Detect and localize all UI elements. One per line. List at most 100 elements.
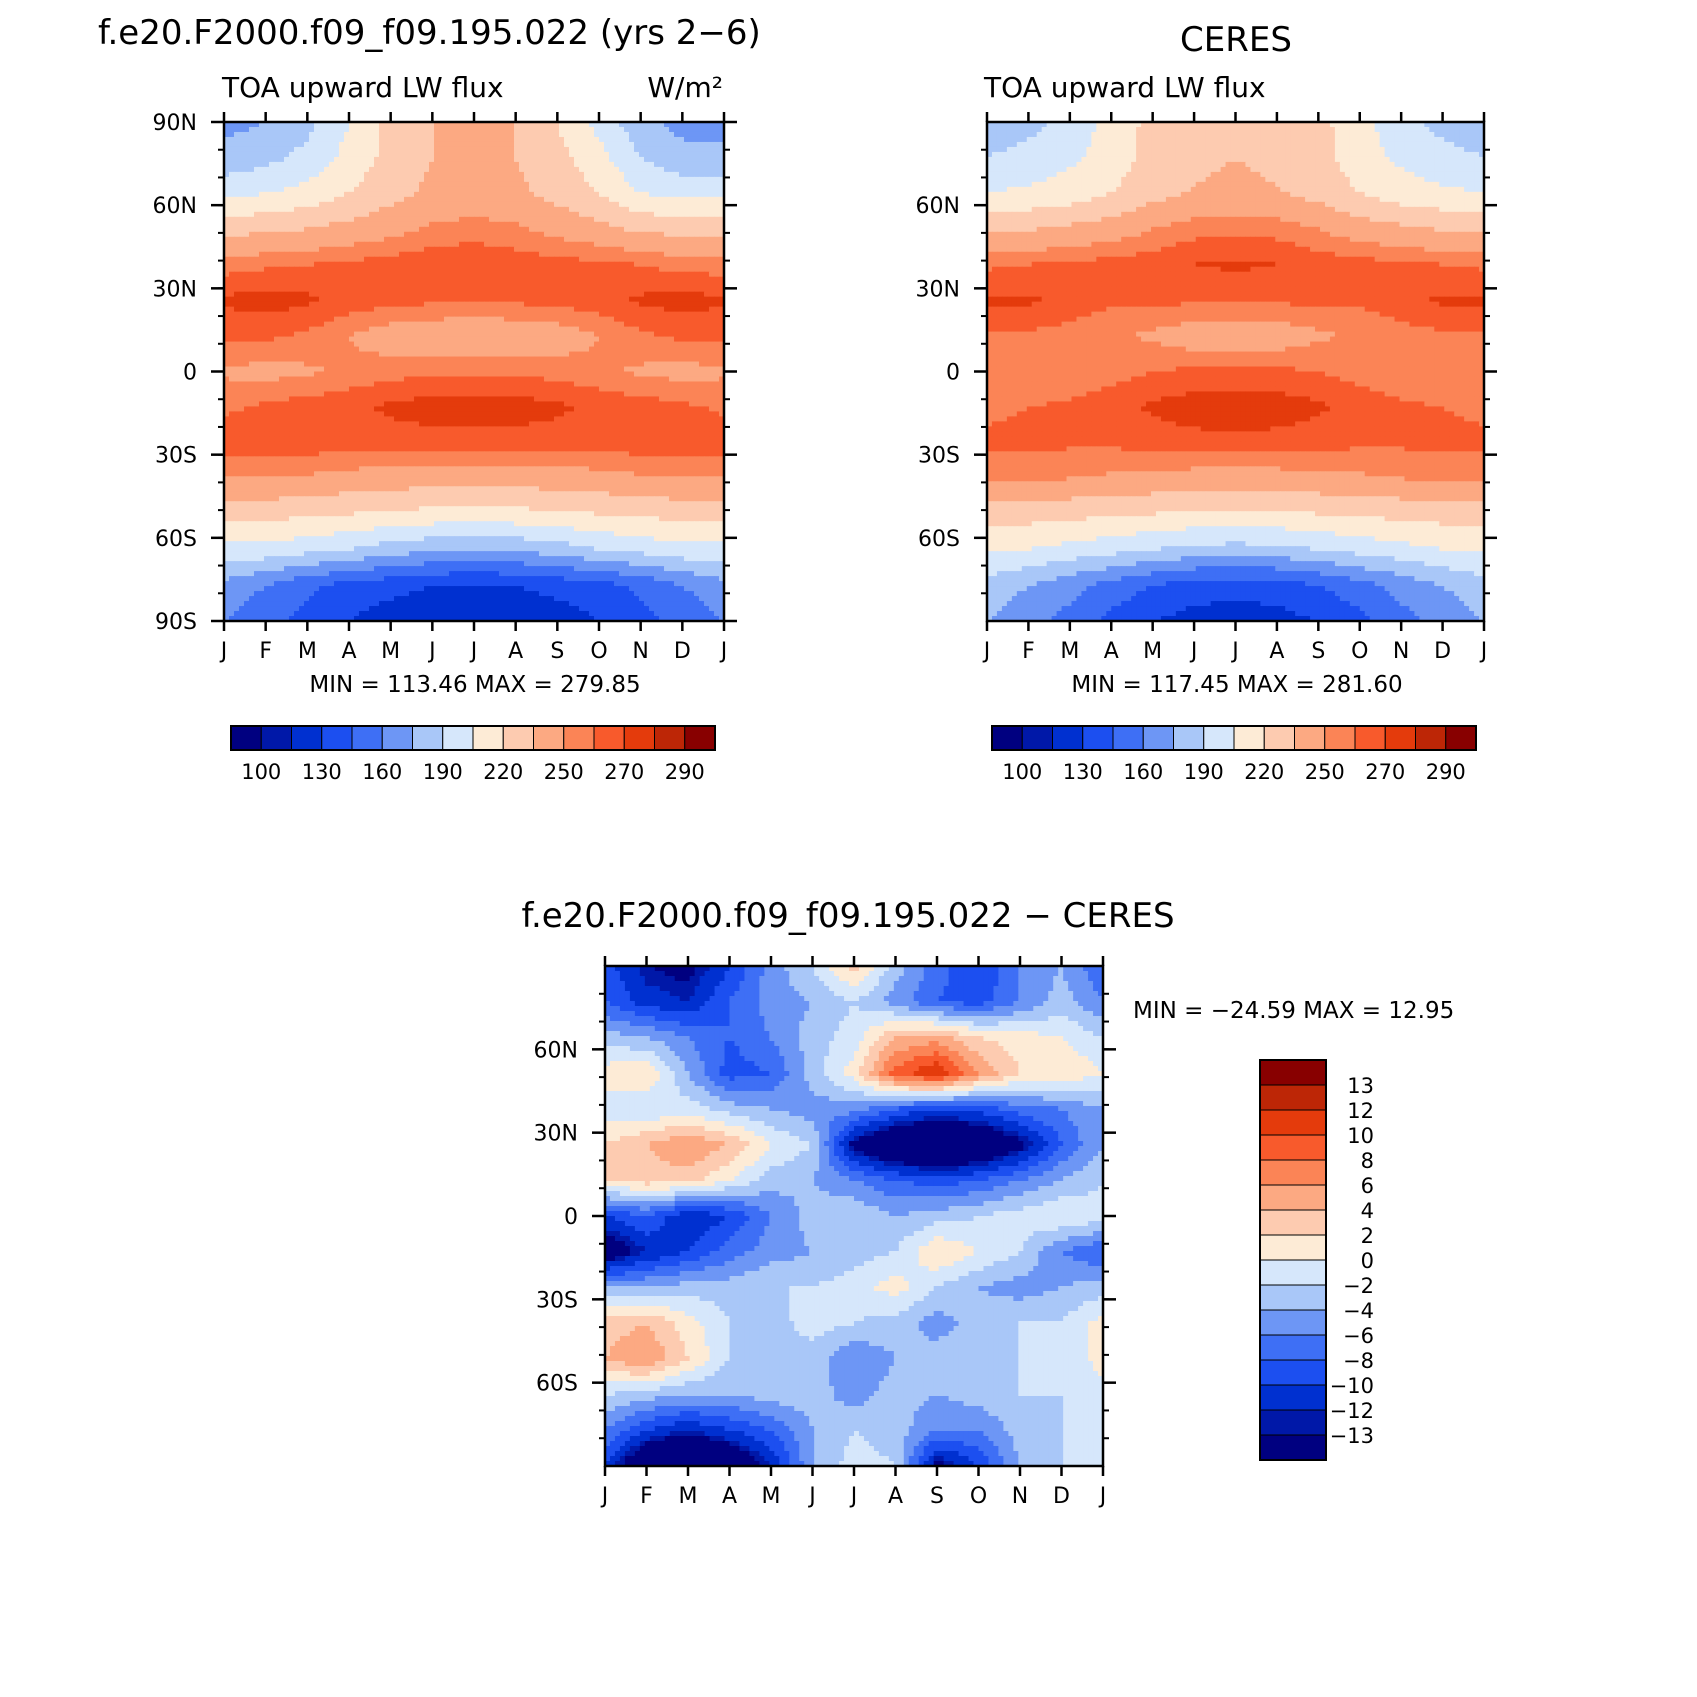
- heatmap-cell: [234, 212, 240, 218]
- heatmap-cell: [464, 277, 470, 283]
- heatmap-cell: [614, 227, 620, 233]
- heatmap-cell: [714, 302, 720, 308]
- heatmap-cell: [344, 157, 350, 163]
- heatmap-cell: [534, 342, 540, 348]
- heatmap-cell: [459, 317, 465, 323]
- heatmap-cell: [294, 252, 300, 258]
- heatmap-cell: [439, 232, 445, 238]
- heatmap-cell: [364, 172, 370, 178]
- heatmap-cell: [499, 327, 505, 333]
- heatmap-cell: [529, 267, 535, 273]
- heatmap-cell: [354, 347, 360, 353]
- heatmap-cell: [479, 207, 485, 213]
- heatmap-cell: [494, 182, 500, 188]
- heatmap-cell: [504, 172, 510, 178]
- heatmap-cell: [269, 192, 275, 198]
- heatmap-cell: [334, 127, 340, 133]
- heatmap-cell: [374, 132, 380, 138]
- heatmap-cell: [674, 162, 680, 168]
- heatmap-cell: [669, 272, 675, 278]
- heatmap-cell: [359, 147, 365, 153]
- heatmap-cell: [554, 172, 560, 178]
- heatmap-cell: [404, 172, 410, 178]
- heatmap-cell: [674, 257, 680, 263]
- heatmap-cell: [509, 242, 515, 248]
- heatmap-cell: [654, 247, 660, 253]
- heatmap-cell: [659, 262, 665, 268]
- heatmap-cell: [299, 302, 305, 308]
- heatmap-cell: [689, 272, 695, 278]
- heatmap-cell: [589, 327, 595, 333]
- heatmap-cell: [389, 232, 395, 238]
- heatmap-cell: [339, 242, 345, 248]
- heatmap-cell: [279, 277, 285, 283]
- heatmap-cell: [239, 232, 245, 238]
- heatmap-cell: [309, 312, 315, 318]
- heatmap-cell: [414, 287, 420, 293]
- heatmap-cell: [574, 137, 580, 143]
- heatmap-cell: [519, 242, 525, 248]
- heatmap-cell: [374, 157, 380, 163]
- heatmap-cell: [714, 282, 720, 288]
- heatmap-cell: [554, 227, 560, 233]
- heatmap-cell: [634, 257, 640, 263]
- heatmap-cell: [529, 232, 535, 238]
- heatmap-cell: [554, 232, 560, 238]
- heatmap-cell: [524, 312, 530, 318]
- heatmap-cell: [629, 302, 635, 308]
- heatmap-cell: [489, 137, 495, 143]
- heatmap-cell: [474, 257, 480, 263]
- heatmap-cell: [649, 152, 655, 158]
- heatmap-cell: [574, 152, 580, 158]
- heatmap-cell: [294, 347, 300, 353]
- heatmap-cell: [504, 257, 510, 263]
- heatmap-cell: [394, 192, 400, 198]
- heatmap-cell: [449, 332, 455, 338]
- heatmap-cell: [534, 187, 540, 193]
- heatmap-cell: [654, 207, 660, 213]
- heatmap-cell: [514, 247, 520, 253]
- heatmap-cell: [614, 197, 620, 203]
- heatmap-cell: [544, 272, 550, 278]
- heatmap-cell: [279, 267, 285, 273]
- heatmap-cell: [554, 272, 560, 278]
- heatmap-cell: [709, 222, 715, 228]
- heatmap-cell: [679, 247, 685, 253]
- heatmap-cell: [484, 192, 490, 198]
- heatmap-cell: [479, 232, 485, 238]
- heatmap-cell: [564, 322, 570, 328]
- heatmap-cell: [339, 297, 345, 303]
- heatmap-cell: [424, 212, 430, 218]
- heatmap-cell: [384, 152, 390, 158]
- heatmap-cell: [559, 312, 565, 318]
- heatmap-cell: [269, 237, 275, 243]
- heatmap-cell: [489, 327, 495, 333]
- heatmap-cell: [409, 337, 415, 343]
- heatmap-cell: [674, 282, 680, 288]
- heatmap-cell: [679, 157, 685, 163]
- heatmap-cell: [454, 172, 460, 178]
- heatmap-cell: [539, 257, 545, 263]
- heatmap-cell: [409, 197, 415, 203]
- heatmap-cell: [384, 297, 390, 303]
- heatmap-cell: [464, 137, 470, 143]
- heatmap-cell: [414, 307, 420, 313]
- heatmap-cell: [664, 127, 670, 133]
- heatmap-cell: [674, 242, 680, 248]
- heatmap-cell: [349, 292, 355, 298]
- heatmap-cell: [704, 177, 710, 183]
- heatmap-cell: [234, 262, 240, 268]
- heatmap-cell: [474, 247, 480, 253]
- heatmap-cell: [489, 307, 495, 313]
- heatmap-cell: [464, 327, 470, 333]
- heatmap-cell: [389, 152, 395, 158]
- heatmap-cell: [549, 157, 555, 163]
- heatmap-cell: [499, 157, 505, 163]
- heatmap-cell: [594, 297, 600, 303]
- heatmap-cell: [494, 142, 500, 148]
- heatmap-cell: [669, 192, 675, 198]
- heatmap-cell: [594, 232, 600, 238]
- heatmap-cell: [309, 187, 315, 193]
- heatmap-cell: [334, 227, 340, 233]
- heatmap-cell: [619, 202, 625, 208]
